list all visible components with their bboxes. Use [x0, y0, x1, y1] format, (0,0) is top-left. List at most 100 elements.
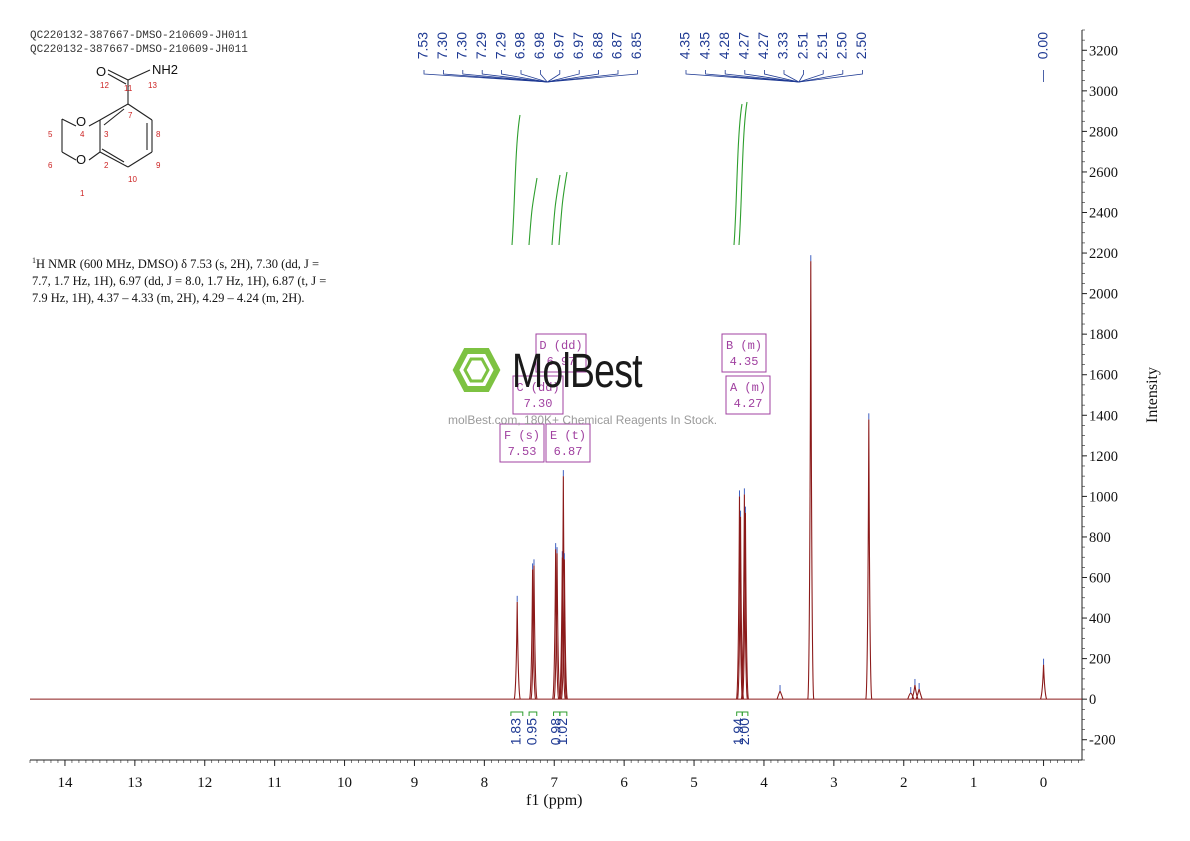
sample-id-line-2: QC220132-387667-DMSO-210609-JH011	[30, 44, 248, 56]
integral-value: 0.98	[547, 718, 563, 745]
peak-label: 6.98	[512, 32, 528, 59]
multiplet-box	[512, 375, 564, 415]
x-tick-label: 3	[830, 775, 838, 791]
atom-num-1: 1	[80, 189, 85, 198]
integral-bracket	[510, 711, 524, 716]
spectrum-peak	[915, 688, 923, 700]
integral-bracket	[528, 711, 538, 716]
spectrum-peak	[807, 261, 815, 700]
atom-num-3: 3	[104, 130, 109, 139]
peak-label-leader	[481, 70, 548, 83]
x-tick-label: 0	[1040, 775, 1048, 791]
spectrum-peak	[735, 496, 744, 700]
y-tick-label: 800	[1089, 530, 1111, 546]
multiplet-label: F (s)	[504, 429, 540, 443]
x-tick-label: 14	[57, 775, 73, 791]
integral-value: 2.00	[736, 718, 752, 745]
nucleus-superscript: 1	[32, 256, 36, 265]
multiplet-shift: 7.30	[524, 397, 553, 411]
peak-label-leader	[798, 70, 824, 83]
integral-bracket	[559, 711, 568, 716]
integral-bracket	[741, 711, 749, 716]
peak-label: 3.33	[775, 32, 791, 59]
peak-label-leader	[724, 70, 799, 83]
x-tick-label: 5	[690, 775, 698, 791]
peak-label: 6.97	[570, 32, 586, 59]
peak-label-leader	[540, 70, 548, 83]
atom-o4: O	[76, 114, 86, 129]
peak-label-leader	[685, 70, 799, 83]
multiplet-label: E (t)	[550, 429, 586, 443]
y-tick-label: 3000	[1089, 84, 1118, 100]
multiplet-label: B (m)	[726, 339, 762, 353]
integral-bracket	[736, 711, 743, 716]
integral-bracket	[553, 711, 561, 716]
peak-label: 4.28	[716, 32, 732, 59]
peak-label-leader	[798, 70, 804, 83]
atom-num-5: 5	[48, 130, 53, 139]
peak-label: 2.51	[814, 32, 830, 59]
peak-label-leader	[744, 70, 799, 83]
peak-label-leader	[547, 70, 580, 83]
peak-label-leader	[547, 70, 561, 83]
multiplet-label: C (dd)	[516, 381, 559, 395]
peak-label-leader	[423, 70, 548, 83]
multiplet-box	[545, 423, 591, 463]
x-tick-label: 11	[267, 775, 281, 791]
integral-curve	[551, 174, 561, 246]
peak-label-leader	[547, 70, 638, 83]
nmr-description-text: H NMR (600 MHz, DMSO) δ 7.53 (s, 2H), 7.…	[32, 257, 327, 306]
integrals	[511, 101, 748, 246]
multiplet-label: A (m)	[730, 381, 766, 395]
integral-curve	[558, 171, 568, 246]
multiplet-shift: 6.97	[547, 355, 576, 369]
peak-label: 7.30	[454, 32, 470, 59]
atom-num-2: 2	[104, 161, 109, 170]
multiplet-box	[535, 333, 587, 373]
x-tick-label: 6	[620, 775, 628, 791]
x-tick-label: 10	[337, 775, 352, 791]
atom-o-carbonyl: O	[96, 64, 106, 79]
atom-o1: O	[76, 152, 86, 167]
peak-label: 6.85	[628, 32, 644, 59]
watermark-brand: MolBest	[512, 345, 643, 398]
integral-value: 1.94	[730, 718, 746, 745]
multiplet-box	[725, 375, 771, 415]
peak-label-leader	[462, 70, 548, 83]
peak-label-leader	[798, 70, 844, 83]
x-tick-label: 9	[411, 775, 419, 791]
y-tick-label: 400	[1089, 611, 1111, 627]
spectrum-peak	[529, 569, 537, 700]
y-tick-label: -200	[1089, 733, 1116, 749]
integral-value: 1.83	[508, 718, 524, 745]
x-tick-label: 4	[760, 775, 768, 791]
peak-label: 6.97	[551, 32, 567, 59]
integral-curve	[511, 114, 521, 246]
atom-nh2: NH2	[152, 62, 178, 77]
integral-curve	[733, 103, 743, 246]
axes: 14 13 12 11 10 9 8 7 6 5 4 3 2 1 0f1 (ppm)-20002004006…	[29, 29, 1161, 809]
peak-labels: 7.53 7.30 7.30 7.29 7.29 6.98 6.98 6.97 6.97 6.88…	[415, 32, 1050, 83]
multiplet-shift: 6.87	[554, 445, 583, 459]
peak-label: 4.35	[696, 32, 712, 59]
molecule-labels: O NH2 O O 12 11 13 4 7 3 8 5 6 2 9 10 1	[48, 62, 178, 198]
peak-label-leader	[783, 70, 800, 83]
integral-curve	[528, 177, 538, 246]
y-tick-label: 1600	[1089, 368, 1118, 384]
y-tick-label: 1800	[1089, 327, 1118, 343]
atom-num-10: 10	[128, 175, 137, 184]
y-tick-label: 1200	[1089, 449, 1118, 465]
peak-label: 2.50	[853, 32, 869, 59]
y-tick-label: 2800	[1089, 124, 1118, 140]
peak-label-leader	[443, 70, 548, 83]
integral-labels: 1.83 0.95 0.981.02 1.942.00	[508, 711, 752, 745]
multiplet-shift: 7.53	[508, 445, 537, 459]
x-axis-label: f1 (ppm)	[526, 792, 582, 809]
peak-label: 7.53	[415, 32, 431, 59]
y-tick-label: 1400	[1089, 408, 1118, 424]
y-tick-label: 600	[1089, 571, 1111, 587]
multiplet-box	[499, 423, 545, 463]
atom-num-11: 11	[124, 84, 133, 93]
spectrum-peak	[553, 553, 561, 700]
integral-curve	[738, 101, 748, 246]
